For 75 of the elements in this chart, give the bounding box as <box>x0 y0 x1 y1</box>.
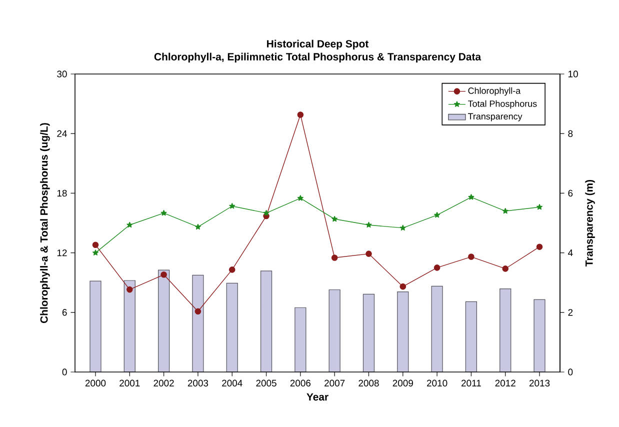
x-tick-label: 2008 <box>358 380 379 386</box>
legend-label: Total Phosphorus <box>468 100 537 109</box>
bar <box>534 299 546 372</box>
bar <box>158 270 170 372</box>
point <box>502 208 508 214</box>
legend-label: Chlorophyll-a <box>468 87 521 96</box>
point <box>434 212 440 218</box>
point <box>126 286 133 293</box>
point <box>468 194 474 200</box>
bar <box>362 294 375 372</box>
chart-title: Historical Deep Spot <box>267 40 369 50</box>
x-axis-title: Year <box>306 393 328 401</box>
bar <box>192 274 204 372</box>
y-axis-title: Chlorophyll-a & Total Phosphorus (ug/L) <box>40 123 50 324</box>
point <box>92 242 99 248</box>
y2-tick-label: 8 <box>568 130 573 137</box>
bar <box>431 286 443 372</box>
point <box>228 266 236 273</box>
bar <box>226 282 238 372</box>
point <box>194 308 202 315</box>
point <box>400 224 406 231</box>
point <box>400 283 406 290</box>
y-tick-label: 12 <box>57 249 67 256</box>
bar <box>90 280 102 372</box>
point <box>332 216 338 222</box>
point <box>366 222 372 228</box>
point <box>331 254 338 261</box>
point <box>502 266 508 272</box>
point <box>160 210 167 216</box>
x-tick-label: 2003 <box>188 380 208 386</box>
point <box>229 202 236 209</box>
point <box>297 112 304 118</box>
bar <box>124 280 136 372</box>
x-tick-label: 2010 <box>426 380 448 386</box>
bar <box>294 307 306 372</box>
x-tick-label: 2012 <box>495 380 516 386</box>
x-tick-label: 2013 <box>529 380 550 386</box>
x-tick-label: 2007 <box>324 380 345 386</box>
x-tick-label: 2004 <box>222 380 242 386</box>
y2-tick-label: 2 <box>568 309 573 316</box>
y2-tick-label: 4 <box>568 250 573 256</box>
point <box>92 250 98 256</box>
point <box>536 204 543 210</box>
point <box>468 254 474 260</box>
y-tick-label: 18 <box>57 190 67 197</box>
legend-label: Transparency <box>468 113 522 122</box>
y2-tick-label: 0 <box>568 368 573 376</box>
y-tick-label: 30 <box>57 70 67 78</box>
point <box>434 264 440 271</box>
point <box>126 222 133 228</box>
point <box>194 224 201 230</box>
bar <box>465 301 478 372</box>
point <box>263 210 270 216</box>
y-tick-label: 6 <box>62 309 67 316</box>
point <box>536 244 543 250</box>
x-tick-label: 2000 <box>85 380 106 386</box>
y-tick-label: 0 <box>62 368 67 376</box>
point <box>297 195 304 201</box>
x-tick-label: 2009 <box>392 380 413 386</box>
bar <box>500 288 512 372</box>
y-tick-label: 24 <box>57 130 67 137</box>
bar <box>328 289 340 372</box>
x-tick-label: 2001 <box>120 380 140 386</box>
bar <box>397 292 409 372</box>
x-tick-label: 2005 <box>256 380 276 386</box>
bar <box>260 270 272 372</box>
x-tick-label: 2002 <box>154 380 174 386</box>
point <box>366 250 372 257</box>
x-tick-label: 2011 <box>461 380 481 386</box>
y2-tick-label: 10 <box>568 70 578 78</box>
chart-subtitle: Chlorophyll-a, Epilimnetic Total Phosphorus & Transparency Data <box>154 52 482 63</box>
x-tick-label: 2006 <box>290 380 311 386</box>
point <box>160 272 167 278</box>
y2-axis-title: Transparency (m) <box>585 180 595 266</box>
y2-tick-label: 6 <box>568 190 573 197</box>
